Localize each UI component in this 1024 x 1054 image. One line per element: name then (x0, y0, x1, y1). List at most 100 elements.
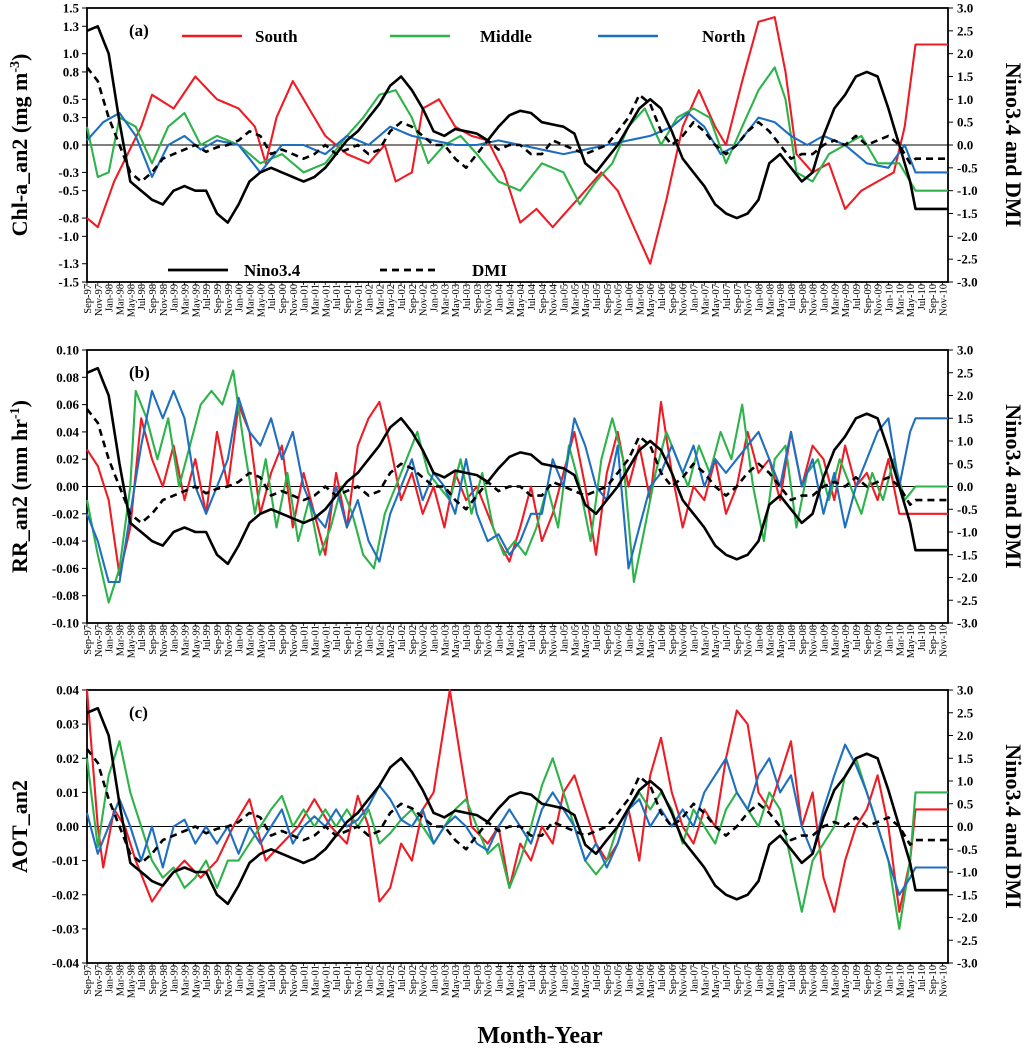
y2-tick-label: 0.0 (957, 819, 973, 834)
x-tick-label: Mar-04 (505, 964, 516, 996)
x-tick-label: May-04 (516, 283, 527, 317)
y-tick-label: -0.06 (52, 561, 80, 576)
x-tick-label: May-05 (581, 625, 592, 658)
y2-axis-title: Nino3.4 and DMI (1001, 744, 1024, 908)
y-tick-label: 0.8 (63, 64, 80, 79)
x-tick-label: May-04 (516, 964, 527, 998)
x-tick-label: Jan-10 (884, 965, 895, 993)
y-tick-label: 0.00 (56, 819, 79, 834)
x-tick-label: Jan-00 (235, 625, 246, 653)
x-tick-label: Sep-01 (343, 965, 354, 995)
y-axis-title: AOT_an2 (7, 780, 32, 873)
x-tick-label: Jul-04 (527, 283, 538, 310)
x-tick-label: Jul-07 (722, 965, 733, 991)
x-tick-label: Nov-03 (484, 965, 495, 997)
x-tick-label: Jul-00 (267, 965, 278, 991)
x-tick-label: Sep-05 (603, 625, 614, 655)
series-south (85, 688, 948, 913)
x-tick-label: Mar-02 (375, 625, 386, 656)
x-tick-label: Mar-09 (830, 625, 841, 656)
x-tick-label: May-02 (386, 625, 397, 658)
y2-tick-label: 2.0 (957, 388, 973, 403)
x-tick-label: Jan-10 (884, 625, 895, 653)
x-tick-label: Jul-05 (592, 284, 603, 310)
x-tick-label: Nov-06 (679, 625, 690, 657)
x-tick-label: Mar-00 (245, 284, 256, 315)
series-nino3-4 (86, 24, 948, 224)
x-tick-label: Nov-07 (744, 284, 755, 316)
x-tick-label: Sep-98 (148, 965, 159, 995)
x-tick-label: Jan-03 (430, 965, 441, 993)
y2-tick-label: 3.0 (957, 683, 973, 698)
x-tick-label: May-00 (256, 284, 267, 317)
x-tick-label: Nov-99 (224, 284, 235, 316)
x-tick-label: Mar-10 (895, 965, 906, 996)
x-tick-label: Jan-02 (365, 965, 376, 993)
x-tick-label: Sep-03 (473, 625, 484, 655)
x-tick-label: May-98 (126, 965, 137, 998)
x-tick-label: May-98 (126, 625, 137, 658)
x-tick-label: Jan-09 (819, 284, 830, 312)
x-tick-label: Nov-98 (159, 625, 170, 657)
x-tick-label: May-00 (256, 625, 267, 658)
y-tick-label: 0.06 (56, 397, 79, 412)
y-tick-label: 0.01 (56, 785, 79, 800)
y2-tick-label: -1.5 (957, 887, 978, 902)
y-tick-label: -1.0 (58, 229, 79, 244)
x-tick-label: Sep-07 (733, 965, 744, 995)
x-tick-label: May-06 (646, 284, 657, 317)
y-axis-title: Chl-a_an2 (mg m-3) (7, 54, 32, 237)
x-tick-label: Nov-00 (289, 965, 300, 997)
x-tick-label: Mar-01 (310, 965, 321, 996)
x-tick-label: Jul-10 (917, 284, 928, 310)
x-tick-label: Sep-98 (148, 625, 159, 655)
x-tick-label: Jan-01 (300, 965, 311, 993)
y2-tick-label: 2.5 (957, 705, 974, 720)
x-tick-label: Nov-08 (809, 965, 820, 997)
legend-label-north: North (702, 27, 746, 46)
x-tick-label: Jul-08 (787, 625, 798, 651)
x-tick-label: Nov-01 (354, 284, 365, 316)
x-tick-label: Jan-10 (884, 284, 895, 312)
panel-label: (b) (129, 363, 150, 382)
y2-tick-label: 1.5 (957, 751, 974, 766)
x-tick-label: Nov-07 (744, 625, 755, 657)
x-tick-label: Nov-04 (549, 624, 560, 657)
x-tick-label: Sep-00 (278, 284, 289, 314)
x-tick-label: May-99 (191, 625, 202, 658)
x-tick-label: Mar-99 (180, 965, 191, 996)
y-tick-label: 0.10 (56, 343, 79, 358)
y-tick-label: -1.5 (58, 275, 79, 290)
x-tick-label: May-06 (646, 625, 657, 658)
y-axis-title-end: ) (7, 54, 32, 61)
x-tick-label: Nov-05 (614, 284, 625, 316)
x-tick-label: Mar-06 (635, 625, 646, 656)
x-tick-label: Jul-04 (527, 964, 538, 991)
x-tick-label: Jan-99 (170, 284, 181, 312)
series-middle (85, 740, 948, 930)
series-south (86, 16, 948, 265)
x-tick-label: Nov-98 (159, 284, 170, 316)
y-tick-label: 0.03 (56, 717, 79, 732)
x-tick-label: Jan-08 (754, 284, 765, 312)
x-tick-label: Sep-97 (83, 284, 94, 314)
x-tick-label: Sep-02 (408, 625, 419, 655)
y2-tick-label: 1.5 (957, 69, 974, 84)
x-tick-label: Jan-03 (430, 625, 441, 653)
x-tick-label: Jan-04 (495, 283, 506, 312)
x-tick-label: Nov-02 (419, 284, 430, 316)
x-tick-label: Nov-09 (874, 284, 885, 316)
x-tick-label: May-10 (906, 284, 917, 317)
y2-tick-label: -1.5 (957, 547, 978, 562)
y2-tick-label: -3.0 (957, 616, 978, 631)
x-tick-label: Sep-04 (538, 624, 549, 654)
x-tick-label: Jul-99 (202, 284, 213, 310)
y-tick-label: 0.04 (56, 424, 79, 439)
y-tick-label: -0.02 (52, 506, 79, 521)
panel-3: 0.04 0.03 0.02 0.01 0.00 -0.01 -0.02 -0.03 -0.04… (7, 683, 1024, 999)
x-tick-label: May-99 (191, 965, 202, 998)
x-tick-label: Jan-01 (300, 284, 311, 312)
panel-label: (c) (129, 703, 148, 722)
y-axis-title-main: Chl-a_an2 (mg m (7, 73, 32, 237)
x-tick-label: Mar-07 (700, 284, 711, 315)
